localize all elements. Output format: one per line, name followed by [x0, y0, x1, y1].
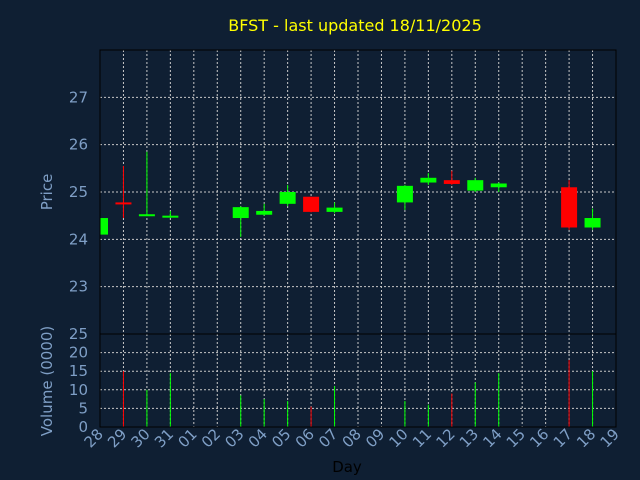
- price-tick-label: 26: [69, 136, 88, 154]
- x-tick-label: 03: [221, 425, 247, 451]
- volume-plot-frame: [99, 333, 617, 428]
- x-tick-label: 10: [386, 425, 412, 451]
- volume-tick-label: 15: [69, 362, 88, 380]
- x-axis-label: Day: [332, 458, 362, 476]
- candle-body: [100, 218, 108, 235]
- x-tick-label: 08: [339, 425, 365, 451]
- x-tick-label: 13: [456, 425, 482, 451]
- x-tick-label: 04: [245, 425, 271, 451]
- volume-tick-label: 10: [69, 381, 88, 399]
- x-tick-label: 11: [409, 425, 435, 451]
- candle-body: [420, 177, 437, 183]
- volume-axis-label: Volume (0000): [38, 326, 56, 436]
- price-grid: [100, 50, 616, 334]
- candle-body: [396, 185, 413, 203]
- candle-body: [115, 202, 132, 205]
- candle-body: [303, 196, 320, 212]
- x-tick-label: 18: [573, 425, 599, 451]
- x-tick-labels: 2829303101020304050607080910111213141516…: [81, 425, 623, 451]
- candle-body: [162, 215, 179, 218]
- x-tick-label: 02: [198, 425, 224, 451]
- volume-tick-label: 25: [69, 325, 88, 343]
- price-axis-label: Price: [38, 174, 56, 211]
- candle-body: [443, 180, 460, 184]
- x-tick-label: 31: [151, 425, 177, 451]
- price-y-ticks: 23 24 25 26 27: [69, 88, 88, 295]
- x-tick-label: 07: [315, 425, 341, 451]
- candle-body: [490, 183, 507, 188]
- candle-body: [232, 207, 249, 219]
- price-tick-label: 25: [69, 183, 88, 201]
- candle-body: [256, 210, 273, 215]
- volume-tick-label: 5: [78, 399, 88, 417]
- volume-tick-label: 20: [69, 344, 88, 362]
- x-tick-label: 09: [362, 425, 388, 451]
- volume-tick-label: 0: [78, 418, 88, 436]
- candles: [99, 151, 601, 237]
- x-tick-label: 17: [550, 425, 576, 451]
- candle-body: [279, 192, 296, 204]
- x-tick-label: 01: [174, 425, 200, 451]
- x-tick-label: 15: [503, 425, 529, 451]
- x-tick-label: 30: [128, 425, 154, 451]
- candle-body: [467, 180, 484, 191]
- x-tick-label: 05: [268, 425, 294, 451]
- price-tick-label: 27: [69, 88, 88, 106]
- price-panel: 23 24 25 26 27: [69, 49, 617, 335]
- candle-body: [561, 187, 578, 228]
- x-tick-label: 06: [292, 425, 318, 451]
- x-tick-label: 29: [104, 425, 130, 451]
- candle-body: [326, 207, 343, 212]
- volume-bars: [122, 360, 594, 427]
- volume-grid: [100, 334, 616, 427]
- x-tick-label: 16: [526, 425, 552, 451]
- candle-body: [138, 214, 155, 217]
- candle-body: [584, 218, 601, 228]
- price-tick-label: 24: [69, 230, 88, 248]
- x-tick-label: 12: [432, 425, 458, 451]
- chart-title: BFST - last updated 18/11/2025: [228, 16, 482, 35]
- x-tick-label: 14: [479, 425, 505, 451]
- x-tick-label: 19: [597, 425, 623, 451]
- price-tick-label: 23: [69, 278, 88, 296]
